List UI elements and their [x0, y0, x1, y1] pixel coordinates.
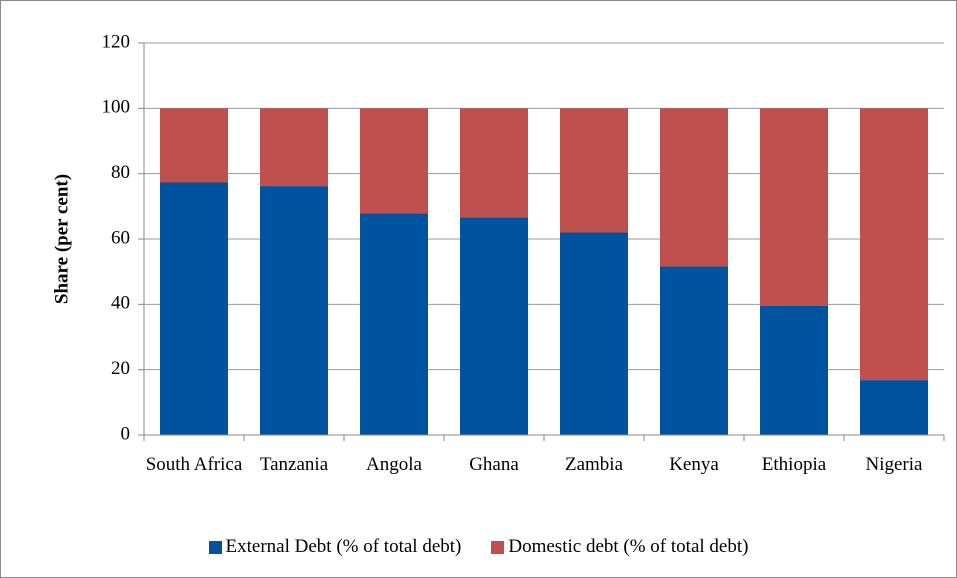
bar-segment — [260, 108, 328, 187]
legend-label: Domestic debt (% of total debt) — [508, 536, 749, 557]
legend-item: External Debt (% of total debt) — [208, 536, 462, 558]
legend-swatch — [208, 540, 222, 554]
legend-label: External Debt (% of total debt) — [225, 536, 462, 557]
bar-segment — [860, 108, 928, 381]
bar-segment — [660, 266, 728, 435]
x-tick-label: South Africa — [145, 454, 243, 475]
x-tick-label: Nigeria — [865, 454, 923, 475]
bar-segment — [260, 186, 328, 435]
bar-segment — [360, 213, 428, 435]
y-axis-label: Share (per cent) — [51, 174, 72, 304]
x-tick-label: Tanzania — [259, 454, 329, 475]
x-tick-label: Angola — [366, 454, 422, 475]
bar-segment — [560, 232, 628, 435]
bar-segment — [860, 380, 928, 435]
bar-segment — [760, 305, 828, 435]
x-tick-label: Ghana — [469, 454, 519, 475]
bar-segment — [460, 217, 528, 435]
legend-item: Domestic debt (% of total debt) — [491, 536, 748, 558]
x-tick-label: Ethiopia — [761, 454, 827, 475]
bar-segment — [560, 108, 628, 233]
x-tick-label: Kenya — [669, 454, 719, 475]
bar-segment — [660, 108, 728, 267]
legend-swatch — [491, 540, 505, 554]
y-tick-label: 60 — [111, 227, 130, 248]
bar-segment — [160, 182, 228, 435]
bar-segment — [460, 108, 528, 218]
y-tick-label: 0 — [121, 423, 131, 444]
bar-segment — [160, 108, 228, 183]
y-tick-label: 20 — [111, 358, 130, 379]
y-tick-label: 40 — [111, 293, 130, 314]
bar-segment — [360, 108, 428, 214]
bar-segment — [760, 108, 828, 306]
y-tick-label: 100 — [102, 97, 131, 118]
y-tick-label: 120 — [102, 31, 131, 52]
y-tick-label: 80 — [111, 162, 130, 183]
x-tick-label: Zambia — [564, 454, 624, 475]
legend: External Debt (% of total debt) Domestic … — [1, 536, 956, 558]
